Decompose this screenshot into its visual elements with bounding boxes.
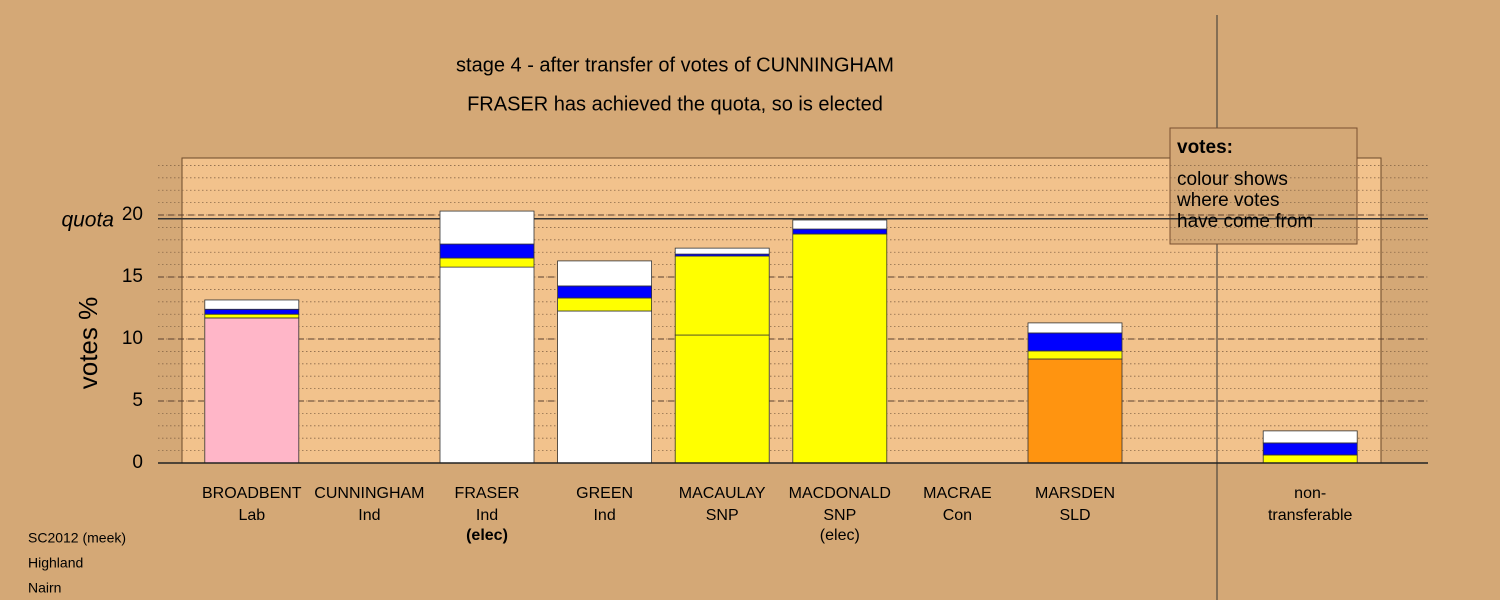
bar-segment [792,233,888,464]
y-axis-label: votes % [73,297,103,390]
x-tick-label: MARSDEN [1035,485,1115,502]
bar-segment [439,243,535,259]
y-tick-label: 0 [132,452,143,473]
y-tick-label: 20 [122,204,143,225]
bar-segment [1027,332,1123,352]
bar-segment [792,228,888,235]
x-tick-label: FRASER [455,485,520,502]
party-label: Lab [238,507,265,524]
bar-segment [674,247,770,255]
party-label: Con [943,507,972,524]
bar-segment [204,313,300,319]
party-label: SNP [706,507,739,524]
x-tick-label: GREEN [576,485,633,502]
x-tick-label: MACAULAY [679,485,766,502]
bar-segment [1262,442,1358,456]
bar-segment [674,255,770,336]
footer-text: Highland [28,555,83,571]
legend-text: colour shows [1177,169,1288,190]
x-tick-label: MACRAE [923,485,991,502]
bar-segment [557,310,652,464]
legend-frame [1169,127,1358,245]
y-tick-label: 15 [122,266,143,287]
bar-segment [204,308,300,315]
elected-note: (elec) [820,527,860,544]
bar-segment [557,297,652,312]
bar-segment [439,210,535,245]
y-tick-label: 5 [132,390,143,411]
party-label: SNP [823,507,856,524]
bar-segment [1027,350,1123,360]
bar-segment [674,334,770,464]
bar-segment [204,317,300,464]
bar-segment [439,266,535,464]
x-tick-label: BROADBENT [202,485,302,502]
legend-heading: votes: [1177,137,1233,158]
bar-segment [1027,322,1123,334]
party-label: transferable [1268,507,1353,524]
bar-segment [1262,454,1358,464]
bar-segment [439,257,535,268]
elected-note: (elec) [466,527,508,544]
footer-text: SC2012 (meek) [28,530,126,546]
footer-text: Nairn [28,580,61,596]
bar-segment [557,285,652,299]
legend-text: where votes [1176,190,1279,211]
party-label: Ind [358,507,380,524]
bar-segment [1027,358,1123,464]
party-label: SLD [1059,507,1090,524]
chart-title: stage 4 - after transfer of votes of CUN… [456,54,894,76]
bar-segment [204,299,300,310]
bar-segment [1262,430,1358,444]
bar-segment [557,260,652,287]
x-tick-label: MACDONALD [789,485,891,502]
party-label: Ind [476,507,498,524]
bar-segment [792,219,888,230]
y-tick-label: 10 [122,328,143,349]
legend-text: have come from [1177,211,1313,232]
x-tick-label: non- [1294,485,1326,502]
party-label: Ind [593,507,615,524]
quota-label: quota [61,208,114,231]
chart-subtitle: FRASER has achieved the quota, so is ele… [467,93,883,115]
x-tick-label: CUNNINGHAM [314,485,424,502]
legend-box: votes: [1169,127,1358,245]
